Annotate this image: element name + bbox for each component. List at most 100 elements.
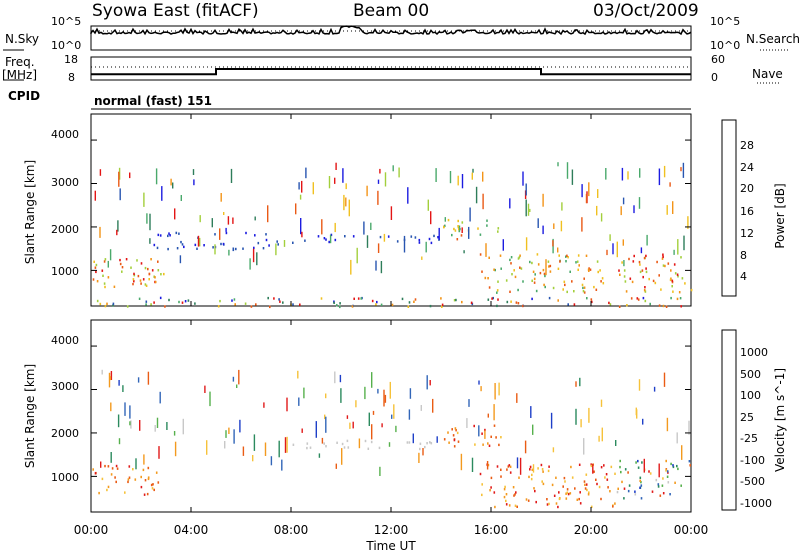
- power-cell: [178, 232, 180, 235]
- velocity-ytick-1000: 1000: [51, 471, 79, 484]
- power-cell: [494, 268, 496, 272]
- velocity-cell: [676, 464, 678, 468]
- velocity-cell: [481, 493, 483, 497]
- power-streak: [683, 235, 685, 251]
- velocity-streak: [409, 388, 412, 399]
- cpid-text: normal (fast) 151: [94, 94, 212, 108]
- beam-title: Beam 00: [353, 1, 430, 21]
- power-streak: [612, 243, 614, 255]
- velocity-cell: [101, 477, 104, 481]
- velocity-cell: [443, 438, 446, 441]
- velocity-cell: [513, 494, 515, 497]
- power-streak: [356, 247, 358, 264]
- power-cell: [585, 254, 588, 257]
- power-cell: [325, 238, 327, 241]
- power-cell: [121, 266, 124, 269]
- power-cell: [282, 301, 284, 304]
- power-cell: [461, 300, 463, 304]
- power-cell: [130, 266, 132, 269]
- power-cell: [396, 240, 399, 243]
- velocity-streak: [263, 402, 265, 408]
- velocity-cell: [616, 490, 619, 494]
- power-cell: [662, 304, 665, 308]
- velocity-cell: [680, 484, 682, 487]
- power-cell: [245, 231, 247, 235]
- power-cell: [565, 260, 567, 263]
- power-cell: [536, 253, 539, 256]
- colorbars: [721, 119, 737, 511]
- power-streak: [471, 172, 473, 180]
- power-streak: [672, 201, 674, 214]
- velocity-streak: [408, 409, 411, 420]
- power-streak: [666, 205, 668, 215]
- velocity-cell: [110, 473, 113, 476]
- velocity-streak: [519, 457, 522, 475]
- velocity-streak: [139, 420, 141, 431]
- power-cell: [413, 300, 415, 303]
- velocity-streak: [422, 448, 424, 456]
- velocity-streak: [468, 399, 470, 407]
- velocity-cell: [419, 442, 422, 445]
- power-streak: [192, 169, 195, 175]
- power-cell: [496, 304, 498, 308]
- power-cell: [623, 275, 626, 278]
- velocity-streak: [297, 370, 299, 379]
- power-cell: [517, 257, 520, 260]
- power-streak: [348, 199, 350, 217]
- velocity-cell: [124, 491, 126, 494]
- power-cell: [444, 224, 446, 227]
- velocity-cell: [623, 487, 626, 490]
- power-streak: [525, 237, 528, 251]
- power-streak: [305, 167, 307, 179]
- power-cell: [599, 269, 601, 272]
- power-streak: [529, 208, 531, 212]
- power-cell: [265, 233, 267, 236]
- power-cell: [254, 234, 256, 237]
- velocity-streak: [225, 430, 227, 438]
- velocity-streak: [325, 416, 327, 433]
- velocity-streak: [371, 372, 373, 388]
- cpid-label: CPID: [8, 89, 41, 103]
- power-ytick-4000: 4000: [51, 128, 79, 141]
- power-cell: [623, 269, 626, 272]
- power-cell: [548, 296, 551, 300]
- velocity-cell: [665, 459, 667, 463]
- power-cell: [641, 269, 644, 272]
- power-cell: [664, 264, 666, 268]
- velocity-cell: [579, 502, 582, 505]
- power-cell: [418, 241, 421, 244]
- velocity-streak: [368, 412, 370, 426]
- velocity-cell: [506, 468, 508, 471]
- power-cell: [139, 279, 142, 282]
- power-cell: [662, 255, 664, 259]
- power-ytick-3000: 3000: [51, 176, 79, 189]
- power-cell: [457, 219, 459, 223]
- power-streak: [425, 241, 427, 253]
- power-cell: [559, 260, 561, 263]
- velocity-streak: [270, 456, 273, 466]
- power-streak: [485, 243, 487, 257]
- velocity-cell: [639, 476, 642, 479]
- velocity-streak: [371, 424, 373, 440]
- power-cell: [537, 263, 540, 266]
- velocity-cell: [343, 446, 346, 449]
- power-streak: [149, 238, 151, 244]
- velocity-cell: [448, 441, 450, 444]
- power-cell: [571, 280, 573, 283]
- velocity-cell: [627, 489, 630, 493]
- power-cell: [583, 286, 586, 289]
- power-streak: [472, 168, 474, 173]
- velocity-streak: [389, 381, 391, 399]
- power-cell: [269, 305, 271, 309]
- power-streak: [542, 193, 544, 207]
- velocity-cell: [614, 502, 616, 505]
- velocity-cell: [662, 492, 665, 495]
- velocity-cell: [430, 442, 433, 445]
- velocity-cell: [590, 464, 593, 468]
- velocity-cell: [528, 475, 530, 479]
- velocity-streak: [436, 436, 438, 443]
- power-cell: [232, 248, 235, 252]
- velocity-cell: [662, 477, 664, 480]
- velocity-cell: [603, 464, 605, 467]
- velocity-cell: [623, 497, 625, 500]
